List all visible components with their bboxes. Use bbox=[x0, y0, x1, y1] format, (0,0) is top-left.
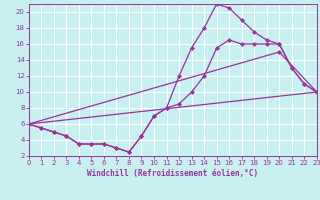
X-axis label: Windchill (Refroidissement éolien,°C): Windchill (Refroidissement éolien,°C) bbox=[87, 169, 258, 178]
